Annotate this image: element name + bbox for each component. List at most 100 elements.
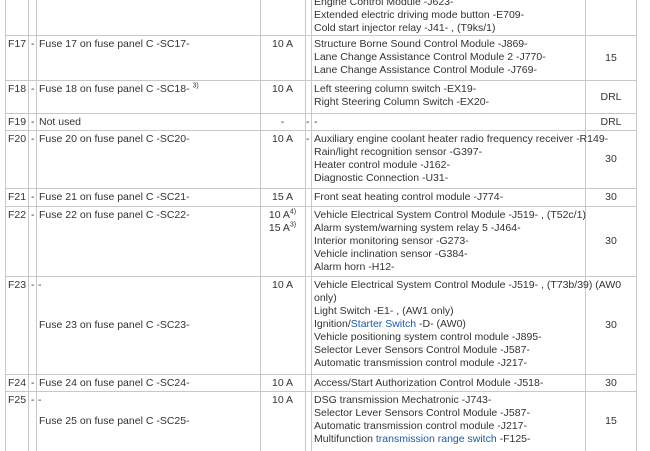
amperage-line: 10 A bbox=[260, 394, 305, 407]
fuse-id: F17 bbox=[8, 38, 27, 50]
row-border bbox=[5, 374, 636, 375]
amperage: 10 A bbox=[260, 38, 305, 78]
component-link[interactable]: Starter Switch bbox=[350, 318, 417, 330]
component: DSG transmission Mechatronic -J743- bbox=[314, 394, 492, 406]
component: Vehicle inclination sensor -G384- bbox=[314, 248, 468, 260]
component: Structure Borne Sound Control Module -J8… bbox=[314, 38, 528, 50]
description-text: Fuse 20 on fuse panel C -SC20- bbox=[39, 133, 190, 145]
amperage-line: 10 A bbox=[260, 83, 305, 96]
terminal: 30 bbox=[605, 191, 617, 203]
column-border bbox=[28, 0, 29, 451]
description-text: Fuse 21 on fuse panel C -SC21- bbox=[39, 191, 190, 203]
amperage: 10 A bbox=[260, 133, 305, 186]
component: Access/Start Authorization Control Modul… bbox=[314, 377, 544, 389]
component: Front seat heating control module -J774- bbox=[314, 191, 504, 203]
dash: - bbox=[31, 83, 35, 95]
fuse-id: F25 bbox=[8, 394, 27, 406]
amperage: 10 A bbox=[260, 394, 305, 449]
amperage-value: 10 A bbox=[271, 279, 294, 291]
description: Fuse 22 on fuse panel C -SC22- bbox=[39, 209, 259, 274]
row-border bbox=[5, 80, 636, 81]
terminal: 30 bbox=[605, 235, 617, 247]
amperage-value: - bbox=[280, 116, 285, 128]
dash: - bbox=[31, 116, 35, 128]
footnote: 4) bbox=[289, 208, 297, 216]
description: Fuse 21 on fuse panel C -SC21- bbox=[39, 191, 259, 204]
dash: - bbox=[306, 133, 310, 145]
column-border bbox=[636, 0, 637, 451]
column-border bbox=[311, 0, 312, 451]
components: DSG transmission Mechatronic -J743- Selec… bbox=[314, 394, 584, 449]
terminal: 30 bbox=[605, 153, 617, 165]
description: Fuse 23 on fuse panel C -SC23- bbox=[39, 279, 259, 372]
components: Vehicle Electrical System Control Module… bbox=[314, 209, 586, 274]
component: Selector Lever Sensors Control Module -J… bbox=[314, 344, 530, 356]
dash: - bbox=[38, 279, 42, 291]
component: Multifunction transmission range switch … bbox=[314, 433, 584, 446]
component: Engine Control Module -J623- bbox=[314, 0, 454, 8]
amperage-value: 10 A bbox=[271, 133, 294, 145]
amperage-value: 15 A bbox=[271, 191, 294, 203]
component-text: Ignition/ bbox=[314, 318, 351, 330]
component: Vehicle Electrical System Control Module… bbox=[314, 209, 586, 221]
terminal: 30 bbox=[605, 319, 617, 331]
dash: - bbox=[31, 209, 35, 221]
amperage-line: 10 A bbox=[260, 133, 305, 146]
amperage-value: 15 A bbox=[268, 222, 290, 234]
column-border bbox=[5, 0, 6, 451]
fuse-id: F18 bbox=[8, 83, 27, 95]
description: Fuse 25 on fuse panel C -SC25- bbox=[39, 394, 259, 449]
components: Engine Control Module -J623- Extended ele… bbox=[314, 0, 584, 34]
components: Front seat heating control module -J774- bbox=[314, 191, 584, 204]
amperage: 10 A bbox=[260, 279, 305, 372]
component: Diagnostic Connection -U31- bbox=[314, 172, 449, 184]
description-text: Fuse 24 on fuse panel C -SC24- bbox=[39, 377, 190, 389]
components: - bbox=[314, 116, 584, 128]
component-text: -F125- bbox=[496, 433, 531, 445]
component: Vehicle Electrical System Control Module… bbox=[314, 279, 622, 291]
row-border bbox=[5, 35, 636, 36]
description-text: Fuse 18 on fuse panel C -SC18- bbox=[39, 83, 190, 95]
component: - bbox=[314, 116, 318, 128]
component: Heater control module -J162- bbox=[314, 159, 450, 171]
components: Access/Start Authorization Control Modul… bbox=[314, 377, 584, 389]
component: Vehicle positioning system control modul… bbox=[314, 331, 542, 343]
dash: - bbox=[31, 191, 35, 203]
terminal: 30 bbox=[605, 376, 617, 389]
component-link[interactable]: transmission range switch bbox=[375, 433, 497, 445]
amperage-value: 10 A bbox=[271, 377, 294, 389]
dash: - bbox=[306, 116, 310, 128]
row-border bbox=[5, 113, 636, 114]
footnote: 3) bbox=[192, 82, 199, 90]
row-border bbox=[5, 130, 636, 131]
description: Fuse 24 on fuse panel C -SC24- bbox=[39, 377, 259, 389]
description-text: Not used bbox=[39, 116, 82, 128]
component: Auxiliary engine coolant heater radio fr… bbox=[314, 133, 609, 145]
fuse-id: F22 bbox=[8, 209, 27, 221]
fuse-id: F23 bbox=[8, 279, 27, 291]
amperage-line: 10 A bbox=[260, 279, 305, 292]
amperage-line: 15 A bbox=[260, 191, 305, 204]
column-border bbox=[36, 0, 37, 451]
dash: - bbox=[31, 377, 35, 389]
amperage: 15 A bbox=[260, 191, 305, 204]
row-border bbox=[5, 391, 636, 392]
component: Cold start injector relay -J41- , (T9ks/… bbox=[314, 22, 496, 34]
terminal: 15 bbox=[605, 415, 617, 427]
column-border bbox=[305, 0, 306, 451]
description-text: Fuse 23 on fuse panel C -SC23- bbox=[39, 319, 190, 331]
amperage-line: - bbox=[260, 116, 305, 129]
footnote: 3) bbox=[289, 221, 297, 229]
row-border bbox=[5, 276, 636, 277]
description-text: Fuse 25 on fuse panel C -SC25- bbox=[39, 415, 190, 427]
amperage-line: 10 A bbox=[260, 377, 305, 390]
component: Ignition/Starter Switch -D- (AW0) bbox=[314, 318, 584, 331]
component: Automatic transmission control module -J… bbox=[314, 357, 528, 369]
components: Structure Borne Sound Control Module -J8… bbox=[314, 38, 584, 78]
dash: - bbox=[38, 394, 42, 406]
component: Lane Change Assistance Control Module 2 … bbox=[314, 51, 546, 63]
description-text: Fuse 17 on fuse panel C -SC17- bbox=[39, 38, 190, 50]
fuse-id: F24 bbox=[8, 377, 27, 389]
amperage-value: 10 A bbox=[268, 209, 290, 221]
